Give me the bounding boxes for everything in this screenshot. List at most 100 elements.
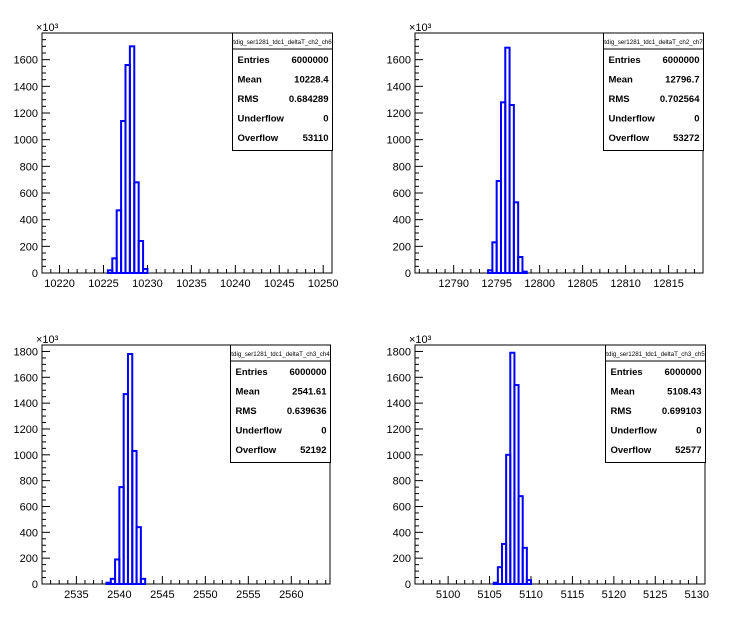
x-tick-label: 2545 — [150, 589, 174, 601]
y-tick-label: 1600 — [14, 55, 38, 67]
x-tick-label: 12815 — [653, 278, 684, 290]
y-tick-label: 1800 — [14, 346, 38, 358]
y-tick-label: 400 — [393, 215, 411, 227]
x-tick-label: 10250 — [308, 278, 339, 290]
stats-value-rms: 0.639636 — [287, 406, 327, 417]
y-tick-label: 800 — [20, 476, 38, 488]
y-tick-label: 1600 — [387, 55, 411, 67]
stats-value-entries: 6000000 — [290, 367, 327, 378]
stats-value-overflow: 53110 — [303, 133, 329, 144]
y-tick-label: 0 — [405, 268, 411, 280]
histogram-bin — [512, 201, 520, 274]
y-tick-label: 0 — [405, 579, 411, 591]
x-tick-label: 12790 — [438, 278, 469, 290]
histogram-panel-1: 0 200 400 600 800 1000 1200 1400 1600 10220 10225 1… — [14, 22, 339, 290]
stats-value-rms: 0.702564 — [660, 94, 700, 105]
y-tick-label: 1600 — [14, 372, 38, 384]
y-tick-label: 200 — [20, 553, 38, 565]
stats-label-overflow: Overflow — [236, 445, 277, 456]
y-tick-label: 800 — [20, 161, 38, 173]
stats-box-frame — [605, 344, 706, 463]
stats-label-overflow: Overflow — [609, 133, 650, 144]
x-tick-label: 5120 — [602, 589, 626, 601]
stats-box-frame — [603, 32, 704, 151]
y-tick-label: 600 — [393, 188, 411, 200]
stats-label-rms: RMS — [236, 406, 257, 417]
stats-label-underflow: Underflow — [238, 114, 285, 125]
y-tick-label: 400 — [20, 215, 38, 227]
y-tick-label: 400 — [20, 527, 38, 539]
y-tick-label: 200 — [393, 241, 411, 253]
y-multiplier-label: ×10³ — [409, 334, 432, 346]
stats-value-underflow: 0 — [696, 426, 701, 437]
stats-label-mean: Mean — [236, 387, 260, 398]
y-tick-label: 800 — [393, 476, 411, 488]
histogram-bin — [133, 181, 140, 274]
stats-box: tdig_ser1281_tdc1_deltaT_ch2_ch7 Entries 6… — [603, 32, 704, 151]
x-tick-label: 5125 — [643, 589, 667, 601]
stats-label-rms: RMS — [609, 94, 630, 105]
x-tick-label: 2555 — [236, 589, 260, 601]
histogram-panel-2: 0 200 400 600 800 1000 1200 1400 1600 12790 12795 1… — [387, 22, 704, 290]
stats-value-rms: 0.699103 — [662, 406, 702, 417]
stats-value-mean: 10228.4 — [294, 75, 329, 86]
histogram-bin — [517, 495, 524, 585]
stats-label-overflow: Overflow — [238, 133, 279, 144]
y-tick-label: 600 — [393, 501, 411, 513]
histogram-panel-3: 0 200 400 600 800 1000 1200 1400 1600 1800 2535 254… — [14, 334, 331, 601]
plot-frame — [41, 344, 331, 585]
stats-label-underflow: Underflow — [611, 426, 658, 437]
y-tick-label: 1400 — [14, 398, 38, 410]
y-tick-label: 1000 — [387, 135, 411, 147]
y-multiplier-label: ×10³ — [36, 22, 59, 34]
stats-value-rms: 0.684289 — [289, 94, 329, 105]
x-tick-label: 10245 — [264, 278, 295, 290]
y-tick-label: 200 — [20, 241, 38, 253]
histogram-bin — [508, 104, 515, 274]
y-multiplier-label: ×10³ — [409, 22, 432, 34]
y-tick-label: 400 — [393, 527, 411, 539]
histogram-bin — [139, 577, 147, 586]
y-tick-label: 1400 — [387, 81, 411, 93]
y-tick-label: 1400 — [14, 81, 38, 93]
stats-value-entries: 6000000 — [665, 367, 702, 378]
plot-frame — [414, 344, 706, 585]
y-tick-label: 1000 — [14, 135, 38, 147]
y-tick-label: 0 — [32, 579, 38, 591]
stats-label-rms: RMS — [238, 94, 259, 105]
x-tick-label: 2550 — [193, 589, 217, 601]
stats-box: tdig_ser1281_tdc1_deltaT_ch3_ch4 Entries 6… — [230, 344, 331, 463]
stats-value-entries: 6000000 — [663, 55, 700, 66]
stats-box: tdig_ser1281_tdc1_deltaT_ch2_ch6 Entries 6… — [232, 32, 333, 151]
histogram-panel-4: 0 200 400 600 800 1000 1200 1400 1600 1800 5100 510… — [387, 334, 709, 601]
x-tick-label: 5110 — [519, 589, 543, 601]
stats-label-mean: Mean — [238, 75, 262, 86]
stats-value-underflow: 0 — [321, 426, 326, 437]
stats-value-underflow: 0 — [323, 114, 328, 125]
stats-value-entries: 6000000 — [292, 55, 329, 66]
y-tick-label: 1200 — [387, 424, 411, 436]
stats-value-overflow: 53272 — [673, 133, 699, 144]
histogram-bin — [135, 526, 142, 585]
stats-value-overflow: 52577 — [675, 445, 701, 456]
y-tick-label: 1600 — [387, 372, 411, 384]
histogram-title: tdig_ser1281_tdc1_deltaT_ch3_ch4 — [231, 351, 330, 358]
x-tick-label: 5130 — [684, 589, 708, 601]
histogram-title: tdig_ser1281_tdc1_deltaT_ch3_ch5 — [606, 351, 705, 358]
stats-label-underflow: Underflow — [236, 426, 283, 437]
y-tick-label: 200 — [393, 553, 411, 565]
y-tick-label: 1200 — [14, 108, 38, 120]
stats-label-entries: Entries — [238, 55, 270, 66]
stats-box-frame — [232, 32, 333, 151]
stats-box-frame — [230, 344, 331, 463]
x-tick-label: 5115 — [561, 589, 585, 601]
x-tick-label: 10220 — [44, 278, 75, 290]
x-tick-label: 10240 — [220, 278, 251, 290]
histogram-bin — [513, 384, 520, 585]
histogram-bin — [517, 256, 524, 274]
y-tick-label: 1200 — [14, 424, 38, 436]
y-multiplier-label: ×10³ — [36, 334, 59, 346]
stats-label-mean: Mean — [609, 75, 633, 86]
x-tick-label: 10235 — [176, 278, 207, 290]
